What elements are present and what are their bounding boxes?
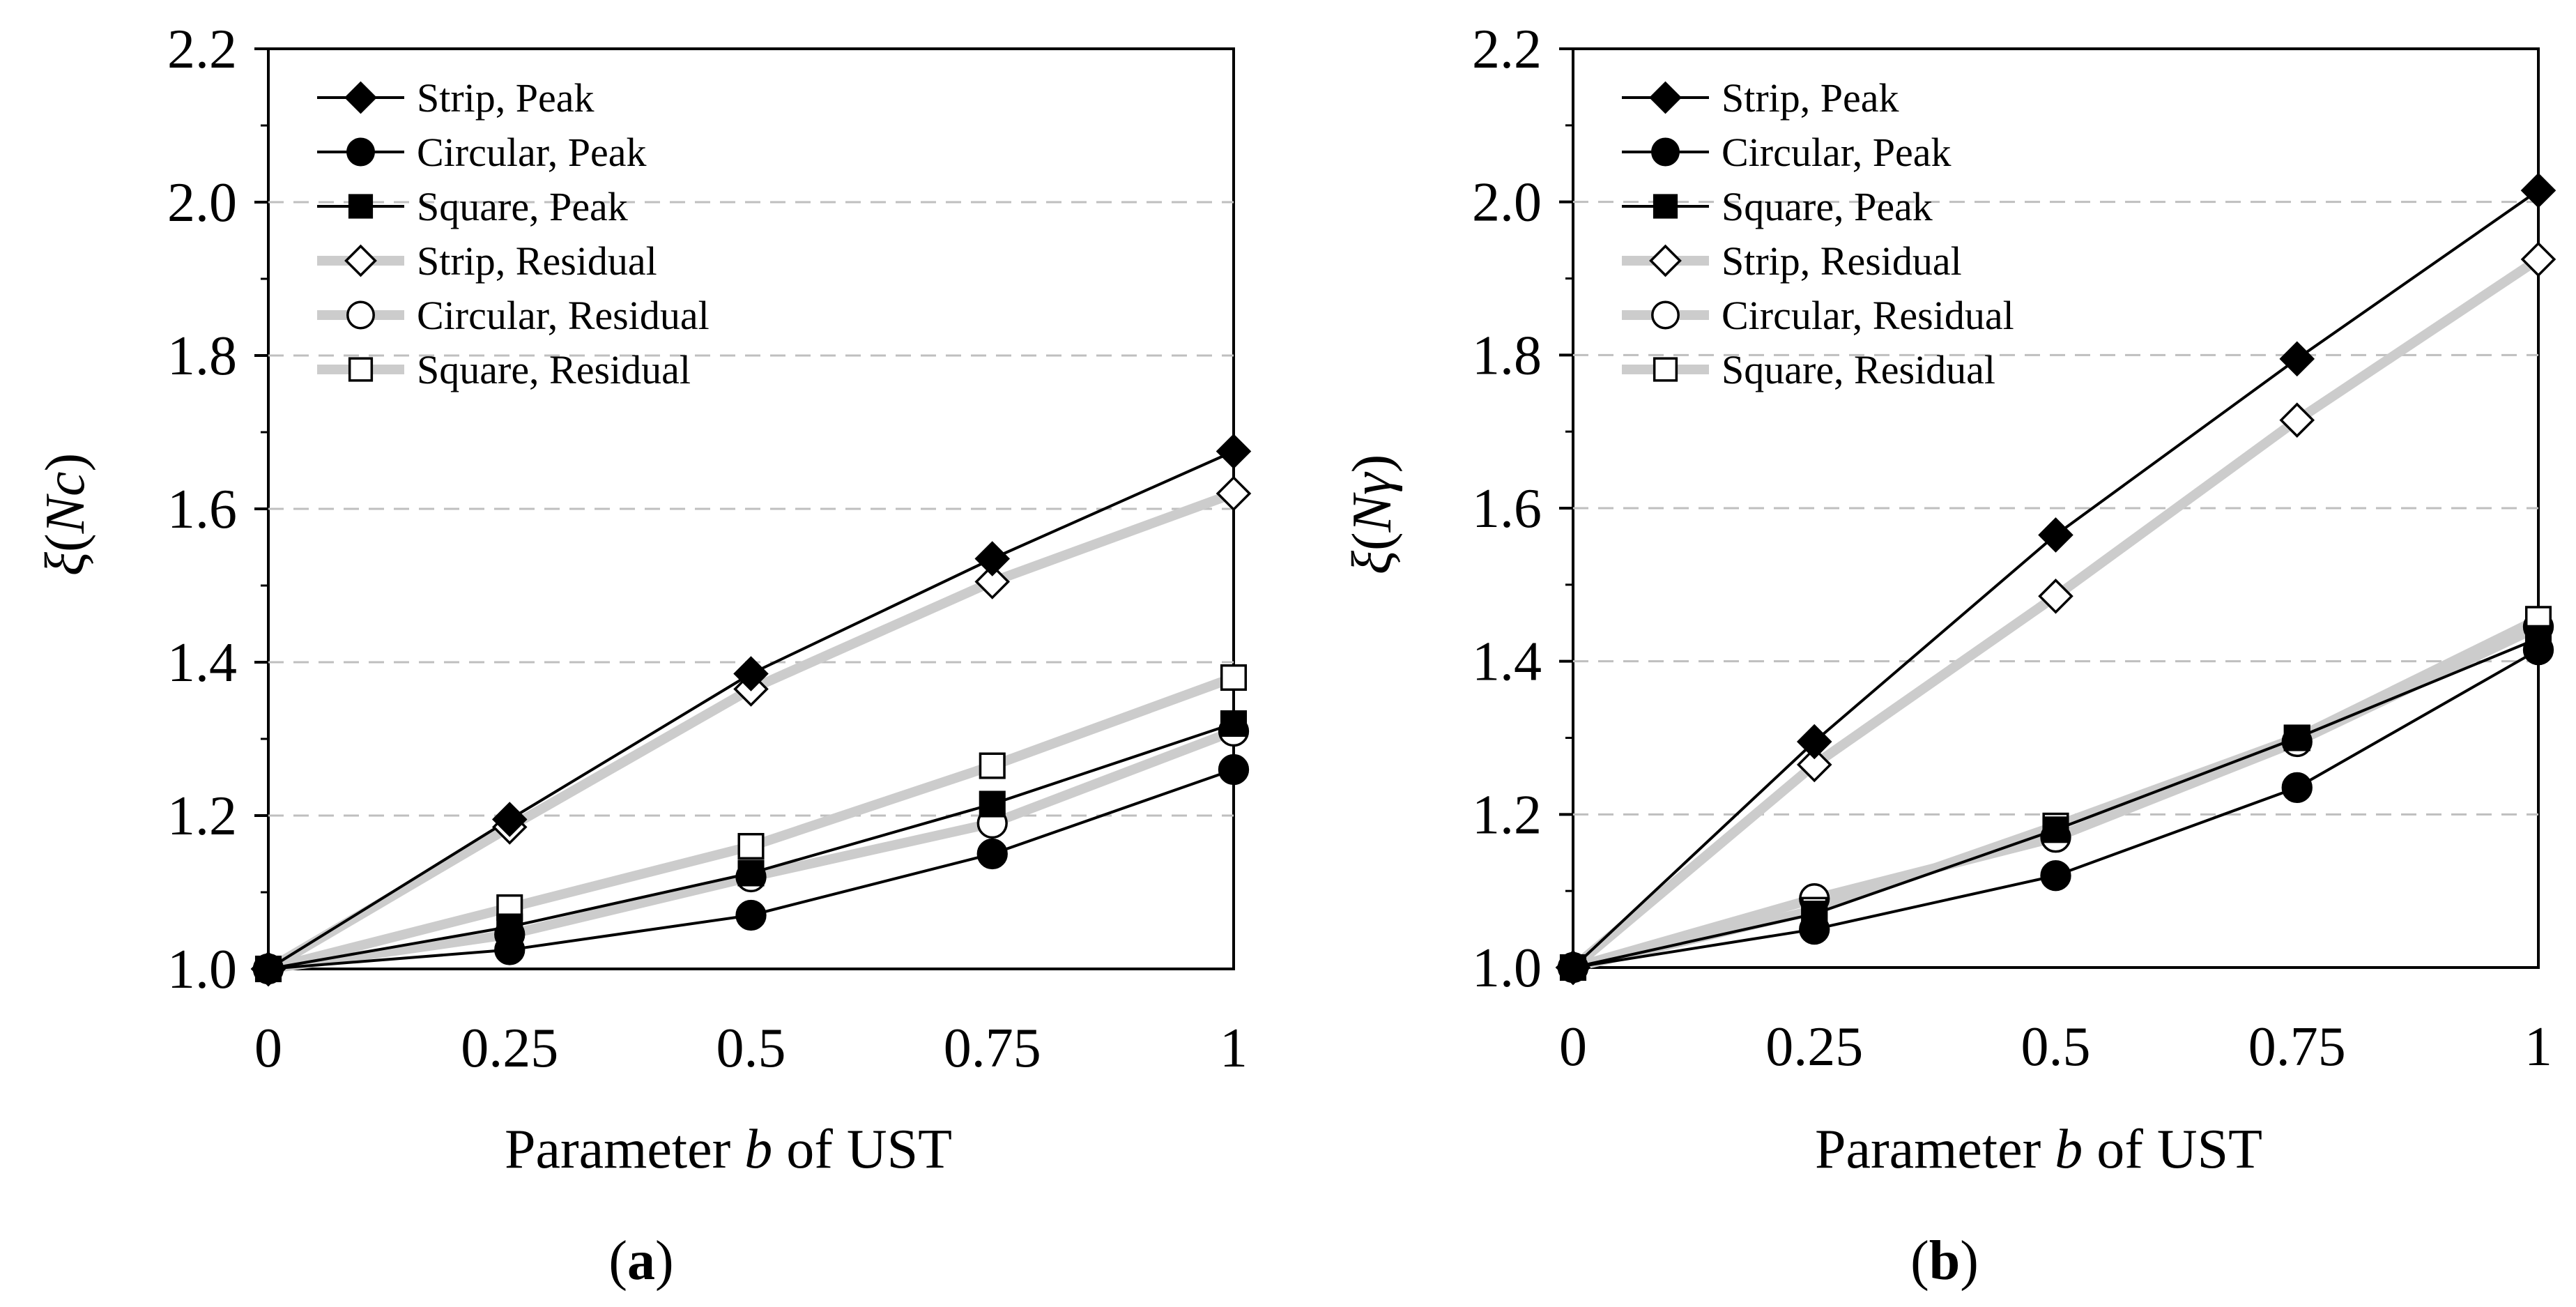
data-point	[2520, 241, 2556, 277]
legend-label: Strip, Residual	[417, 238, 657, 284]
x-axis-title: Parameter b of UST	[1815, 1119, 2262, 1180]
legend-marker	[1651, 300, 1680, 330]
legend-marker	[348, 357, 374, 382]
data-point	[1559, 954, 1587, 981]
legend-marker	[1653, 194, 1678, 219]
legend-label: Strip, Peak	[417, 75, 595, 121]
x-tick-label: 0.25	[1765, 1016, 1863, 1078]
x-tick-label: 1	[1220, 1018, 1248, 1079]
x-tick-label: 0.75	[944, 1018, 1041, 1079]
x-tick-label: 0	[254, 1018, 282, 1079]
x-tick-label: 0	[1559, 1016, 1587, 1078]
data-point	[737, 832, 765, 860]
data-point	[2283, 724, 2310, 751]
y-tick-label: 1.2	[1472, 784, 1542, 846]
legend: Strip, Peak Circular, Peak Square, Peak Str…	[317, 75, 710, 392]
data-point	[1216, 475, 1252, 512]
data-point	[2520, 172, 2556, 208]
y-tick-label: 1.6	[1472, 478, 1542, 540]
legend-label: Circular, Residual	[417, 293, 710, 338]
legend: Strip, Peak Circular, Peak Square, Peak Str…	[1622, 75, 2014, 392]
y-tick-label: 2.0	[1472, 172, 1542, 234]
data-point	[2038, 579, 2073, 614]
y-tick-label: 2.0	[167, 172, 237, 234]
data-point	[2040, 860, 2071, 892]
data-point	[1218, 754, 1250, 786]
legend-marker	[1651, 137, 1680, 167]
data-point	[974, 541, 1011, 576]
data-point	[2038, 517, 2073, 553]
legend-marker	[1649, 81, 1682, 114]
x-tick-label: 0.5	[2021, 1016, 2091, 1078]
data-point	[1796, 747, 1832, 783]
x-tick-label: 0.5	[716, 1018, 786, 1079]
y-tick-label: 2.2	[1472, 19, 1542, 80]
data-point	[491, 802, 528, 837]
data-point	[733, 656, 769, 691]
legend-label: Circular, Residual	[1722, 293, 2014, 338]
y-tick-label: 2.2	[167, 19, 237, 80]
data-point	[979, 790, 1006, 818]
panel-b: 1.0 1.2 1.4 1.6 1.8 2.0 2.2 0 0.25 0.5 0.75 1 Strip…	[1342, 19, 2556, 1292]
legend-marker	[348, 194, 374, 219]
data-point	[1220, 710, 1248, 737]
data-point	[979, 752, 1006, 779]
x-tick-label: 0.25	[461, 1018, 558, 1079]
data-point	[1801, 901, 1828, 928]
panel-a: 1.0 1.2 1.4 1.6 1.8 2.0 2.2 0 0.25 0.5 0.75 1 Strip…	[35, 19, 1252, 1292]
legend-marker	[344, 81, 377, 114]
legend-label: Square, Residual	[417, 347, 691, 392]
panel-caption: (b)	[1910, 1230, 1979, 1292]
data-point	[976, 838, 1008, 870]
data-point	[1796, 724, 1832, 760]
x-tick-label: 0.75	[2248, 1016, 2346, 1078]
legend-marker	[346, 137, 375, 167]
legend-marker	[1653, 357, 1678, 382]
legend-marker	[346, 300, 375, 330]
legend-label: Square, Residual	[1722, 347, 1995, 392]
data-point	[254, 955, 282, 983]
y-tick-label: 1.0	[167, 939, 237, 1000]
y-axis-title: ξ(Nc)	[35, 453, 96, 576]
data-point	[974, 564, 1011, 599]
y-tick-label: 1.8	[167, 326, 237, 387]
data-point	[737, 859, 765, 887]
legend-marker	[1649, 244, 1682, 277]
data-point	[2279, 402, 2315, 438]
legend-label: Circular, Peak	[417, 130, 646, 175]
data-point	[2042, 816, 2069, 843]
data-point	[2279, 341, 2315, 377]
legend-label: Strip, Peak	[1722, 75, 1899, 121]
data-point	[735, 899, 767, 931]
legend-label: Strip, Residual	[1722, 238, 1962, 284]
y-tick-label: 1.4	[1472, 632, 1542, 693]
x-axis-title: Parameter b of UST	[505, 1119, 952, 1180]
panel-caption: (a)	[608, 1230, 673, 1292]
data-point	[1220, 664, 1248, 691]
data-point	[496, 913, 523, 940]
data-point	[1216, 434, 1252, 469]
x-tick-label: 1	[2524, 1016, 2552, 1078]
legend-label: Circular, Peak	[1722, 130, 1951, 175]
y-tick-label: 1.8	[1472, 325, 1542, 386]
legend-marker	[344, 244, 377, 277]
y-tick-label: 1.2	[167, 786, 237, 847]
data-point	[2281, 772, 2313, 804]
y-tick-label: 1.0	[1472, 938, 1542, 999]
y-tick-label: 1.4	[167, 632, 237, 694]
y-axis-title: ξ(Nγ)	[1342, 454, 1403, 574]
legend-label: Square, Peak	[1722, 184, 1933, 229]
y-tick-label: 1.6	[167, 479, 237, 540]
data-point	[2524, 625, 2552, 652]
legend-label: Square, Peak	[417, 184, 628, 229]
